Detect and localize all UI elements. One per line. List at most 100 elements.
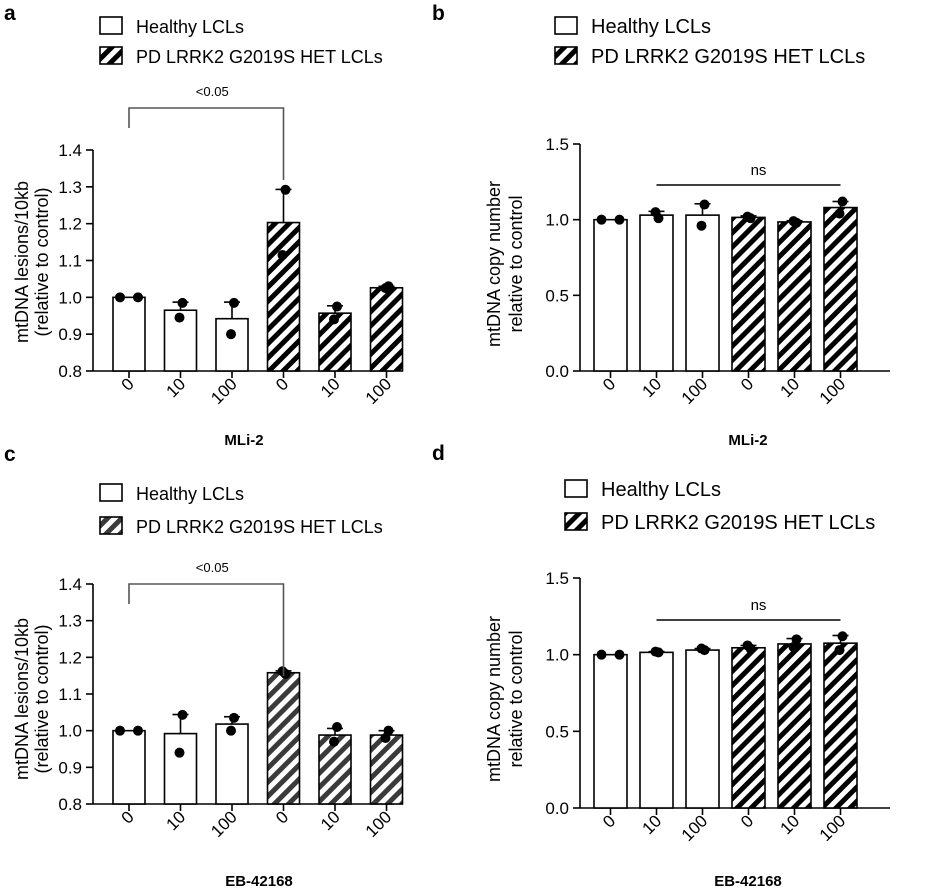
bar bbox=[163, 732, 198, 805]
y-tick-label: 1.0 bbox=[545, 211, 569, 230]
x-tick-label: 10 bbox=[777, 811, 804, 838]
legend-swatch-healthy bbox=[99, 483, 123, 502]
legend-swatch-healthy bbox=[564, 479, 588, 498]
significance-bracket bbox=[128, 107, 285, 180]
legend-label-pd: PD LRRK2 G2019S HET LCLs bbox=[591, 46, 865, 68]
bar bbox=[593, 653, 628, 809]
y-tick-label: 0.9 bbox=[58, 758, 82, 777]
panel-letter: b bbox=[432, 2, 445, 25]
panel-letter: c bbox=[4, 443, 16, 466]
data-point bbox=[596, 649, 607, 660]
y-axis: 0.0 0.5 1.0 1.5 bbox=[545, 135, 581, 381]
y-tick-label: 1.0 bbox=[58, 722, 82, 741]
data-point bbox=[133, 292, 143, 303]
bars bbox=[112, 184, 404, 372]
data-point bbox=[332, 301, 342, 312]
data-point bbox=[788, 642, 799, 652]
legend: Healthy LCLs PD LRRK2 G2019S HET LCLs bbox=[99, 483, 383, 537]
data-point bbox=[229, 297, 239, 308]
y-axis-title-line2: (relative to control) bbox=[32, 187, 52, 336]
x-tick-label: 0 bbox=[737, 811, 757, 831]
y-tick-label: 0.8 bbox=[58, 795, 82, 814]
x-tick-label: 0 bbox=[599, 374, 619, 394]
x-tick-label: 10 bbox=[317, 374, 344, 401]
data-point bbox=[650, 646, 661, 657]
bar bbox=[731, 646, 766, 809]
legend-swatch-pd bbox=[564, 512, 588, 531]
data-point bbox=[837, 196, 848, 207]
bar bbox=[112, 296, 146, 372]
data-point bbox=[229, 712, 239, 723]
bar bbox=[685, 649, 720, 809]
data-point bbox=[174, 312, 185, 323]
x-tick-label: 0 bbox=[599, 811, 619, 831]
x-tick-label: 0 bbox=[118, 374, 138, 394]
data-point bbox=[277, 666, 288, 677]
y-axis-title: mtDNA lesions/10kb (relative to control) bbox=[12, 618, 52, 780]
y-tick-label: 0.8 bbox=[58, 362, 82, 381]
data-point bbox=[614, 649, 625, 660]
legend-swatch-pd bbox=[99, 516, 123, 535]
y-tick-label: 0.5 bbox=[545, 722, 569, 741]
x-tick-label: 10 bbox=[639, 811, 666, 838]
legend-label-healthy: Healthy LCLs bbox=[591, 16, 711, 38]
legend-label-healthy: Healthy LCLs bbox=[136, 17, 244, 37]
y-axis-title: mtDNA copy number relative to control bbox=[484, 181, 526, 347]
y-axis-title-line2: relative to control bbox=[506, 195, 526, 332]
x-axis: 0 10 100 0 10 100 bbox=[580, 370, 890, 408]
x-tick-label: 100 bbox=[678, 811, 711, 844]
y-tick-label: 0.0 bbox=[545, 362, 569, 381]
legend-label-healthy: Healthy LCLs bbox=[136, 484, 244, 504]
y-axis: 0.8 0.9 1.0 1.1 1.2 1.3 1.4 bbox=[58, 141, 94, 381]
x-tick-label: 0 bbox=[737, 374, 757, 394]
legend: Healthy LCLs PD LRRK2 G2019S HET LCLs bbox=[554, 16, 865, 68]
x-tick-label: 10 bbox=[317, 807, 344, 834]
y-axis-title: mtDNA copy number relative to control bbox=[484, 616, 526, 782]
y-tick-label: 0.0 bbox=[545, 799, 569, 818]
data-point bbox=[177, 709, 188, 720]
data-point bbox=[650, 207, 661, 218]
significance-annotation: <0.05 bbox=[128, 560, 285, 676]
bars bbox=[593, 631, 858, 809]
bars bbox=[593, 196, 858, 372]
x-tick-label: 100 bbox=[207, 374, 240, 407]
bar bbox=[777, 643, 812, 809]
data-point bbox=[380, 733, 391, 743]
data-point bbox=[380, 283, 391, 294]
bar bbox=[369, 734, 404, 805]
y-tick-label: 1.3 bbox=[58, 612, 82, 631]
significance-label: ns bbox=[751, 162, 767, 179]
bar bbox=[731, 216, 766, 372]
data-point bbox=[226, 329, 236, 340]
y-tick-label: 1.2 bbox=[58, 648, 82, 667]
y-tick-label: 1.4 bbox=[58, 141, 82, 160]
data-point bbox=[332, 722, 342, 732]
legend: Healthy LCLs PD LRRK2 G2019S HET LCLs bbox=[564, 479, 875, 534]
data-point bbox=[837, 631, 848, 642]
y-tick-label: 0.9 bbox=[58, 325, 82, 344]
bar bbox=[266, 221, 301, 372]
y-tick-label: 1.0 bbox=[58, 288, 82, 307]
x-axis-title: MLi-2 bbox=[728, 432, 767, 449]
y-axis-title-line2: (relative to control) bbox=[32, 624, 52, 773]
y-axis-title-line1: mtDNA lesions/10kb bbox=[12, 618, 32, 780]
data-point bbox=[788, 216, 799, 227]
x-tick-label: 0 bbox=[272, 374, 292, 394]
bar bbox=[823, 642, 858, 809]
data-point bbox=[115, 725, 125, 736]
significance-bracket bbox=[128, 583, 285, 676]
data-point bbox=[742, 640, 753, 651]
x-axis-title: MLi-2 bbox=[224, 432, 263, 449]
bar bbox=[777, 221, 812, 372]
panel-a: a Healthy LCLs PD LRRK2 G2019S HET LCLs 0.8… bbox=[4, 2, 404, 449]
legend-swatch-healthy bbox=[554, 16, 578, 35]
x-axis-title: EB-42168 bbox=[714, 873, 782, 890]
data-point bbox=[280, 184, 291, 195]
legend-swatch-healthy bbox=[99, 16, 123, 35]
legend: Healthy LCLs PD LRRK2 G2019S HET LCLs bbox=[99, 16, 383, 67]
data-point bbox=[614, 214, 625, 225]
data-point bbox=[133, 725, 143, 736]
data-point bbox=[696, 643, 707, 654]
legend-label-pd: PD LRRK2 G2019S HET LCLs bbox=[601, 512, 875, 534]
